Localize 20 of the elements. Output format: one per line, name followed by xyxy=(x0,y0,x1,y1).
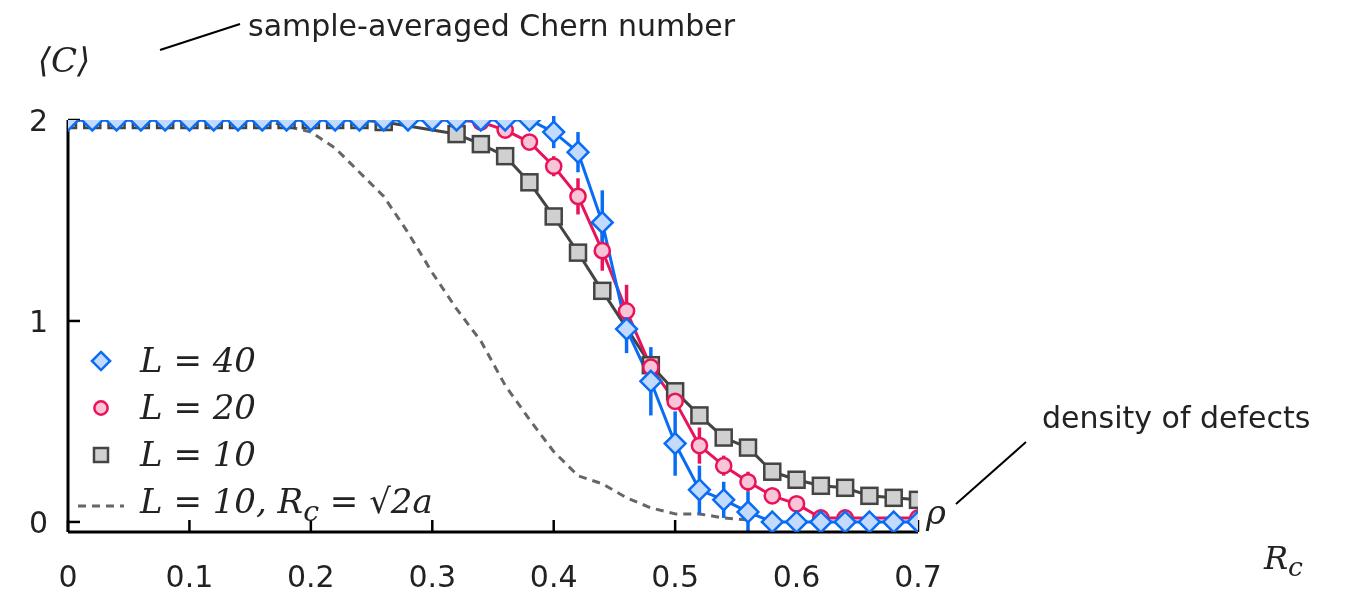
y-axis-title: ⟨C⟩ xyxy=(37,40,91,80)
x-tick-label: 0.4 xyxy=(529,559,578,595)
x-tick-label: 0.1 xyxy=(165,559,214,595)
y-tick-label: 0 xyxy=(28,504,48,540)
legend-label: L = 10, R$_{c}$ = √2a xyxy=(140,480,433,530)
x-tick-label: 0 xyxy=(58,559,78,595)
text: sample-averaged Chern number xyxy=(248,8,736,43)
text: density of defects xyxy=(1042,400,1311,435)
legend-label: L = 40 xyxy=(140,339,256,382)
x-tick-label: 0.5 xyxy=(651,559,699,595)
legend-label: L = 20 xyxy=(140,386,256,429)
x-tick-label: 0.7 xyxy=(894,559,942,595)
x-tick-label: 0.2 xyxy=(287,559,335,595)
legend-label: L = 10 xyxy=(140,433,256,476)
text: R$_{c}$ xyxy=(1264,539,1304,583)
y-tick-label: 1 xyxy=(28,303,48,339)
text: ρ xyxy=(926,492,946,532)
x-tick-label: 0.3 xyxy=(408,559,457,595)
x-tick-label: 0.6 xyxy=(772,559,821,595)
y-tick-label: 2 xyxy=(28,102,48,138)
